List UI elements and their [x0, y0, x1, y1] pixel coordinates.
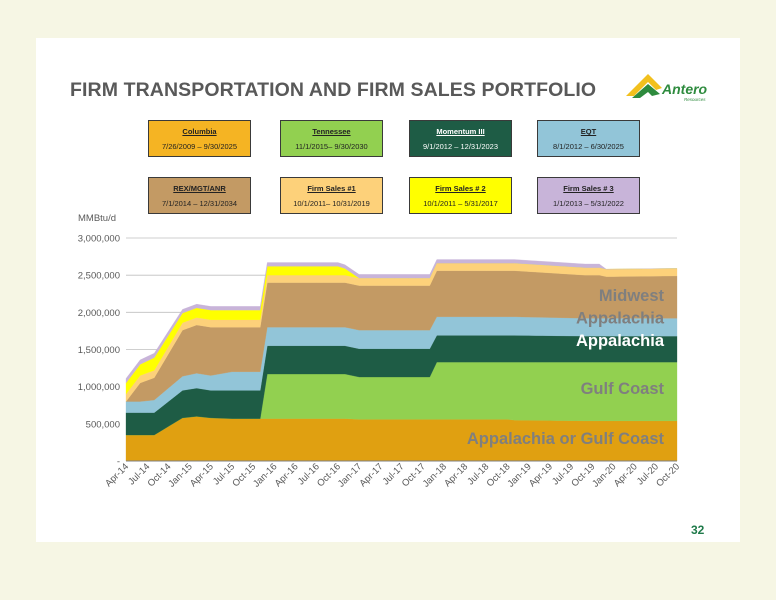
x-tick-label: Jan-15 [166, 461, 194, 489]
y-tick-label: 1,500,000 [78, 345, 120, 356]
contract-name: REX/MGT/ANR [173, 184, 226, 193]
contract-name: Columbia [182, 127, 217, 136]
y-tick-label: - [117, 457, 120, 468]
contract-box: Momentum III 9/1/2012 – 12/31/2023 [409, 120, 512, 157]
y-tick-label: 3,000,000 [78, 234, 120, 245]
contract-dates: 8/1/2012 – 6/30/2025 [553, 142, 624, 151]
contract-name: EQT [580, 127, 597, 136]
contract-dates: 11/1/2015– 9/30/2030 [295, 142, 368, 151]
y-tick-label: 1,000,000 [78, 382, 120, 393]
contract-dates: 10/1/2011 – 5/31/2017 [423, 199, 498, 208]
contract-name: Firm Sales # 3 [563, 184, 614, 193]
contract-dates: 7/26/2009 – 9/30/2025 [161, 142, 238, 151]
region-label: Appalachia [576, 332, 665, 350]
page-number: 32 [691, 523, 705, 537]
contract-name: Firm Sales #1 [307, 184, 356, 193]
x-tick-label: Apr-15 [188, 461, 216, 489]
y-tick-label: 500,000 [86, 419, 120, 430]
x-tick-label: Jan-19 [505, 461, 533, 489]
x-tick-label: Apr-19 [527, 461, 555, 489]
contract-name: Firm Sales # 2 [435, 184, 486, 193]
y-axis-label: MMBtu/d [78, 213, 116, 224]
region-label: Appalachia or Gulf Coast [467, 430, 665, 448]
contract-dates: 10/1/2011– 10/31/2019 [293, 199, 370, 208]
y-tick-label: 2,500,000 [78, 271, 120, 282]
contract-name: Tennessee [312, 127, 351, 136]
x-tick-label: Jan-20 [590, 461, 618, 489]
contract-box: Firm Sales #1 10/1/2011– 10/31/2019 [280, 177, 383, 214]
region-label: Gulf Coast [581, 380, 665, 398]
x-tick-label: Apr-20 [612, 461, 640, 489]
logo-wordmark: Antero [661, 81, 708, 97]
x-tick-label: Apr-18 [442, 461, 470, 489]
contract-dates: 1/1/2013 – 5/31/2022 [553, 199, 624, 208]
logo-mountain-green [632, 84, 660, 98]
x-tick-label: Jan-16 [251, 461, 279, 489]
contract-box: Columbia 7/26/2009 – 9/30/2025 [148, 120, 251, 157]
contract-box: Firm Sales # 2 10/1/2011 – 5/31/2017 [409, 177, 512, 214]
region-label: Midwest [599, 287, 665, 305]
area-layer [125, 259, 678, 384]
region-label: Appalachia [576, 309, 665, 327]
x-tick-label: Oct-20 [654, 461, 682, 489]
contract-box: REX/MGT/ANR 7/1/2014 – 12/31/2034 [148, 177, 251, 214]
x-tick-label: Apr-16 [273, 461, 301, 489]
x-tick-label: Jan-18 [421, 461, 449, 489]
x-tick-label: Jan-17 [336, 461, 364, 489]
y-tick-label: 2,000,000 [78, 308, 120, 319]
contract-dates: 7/1/2014 – 12/31/2034 [161, 199, 238, 208]
contract-name: Momentum III [436, 127, 485, 136]
page-title: FIRM TRANSPORTATION AND FIRM SALES PORTF… [70, 79, 597, 101]
antero-logo: Antero Resources [626, 74, 708, 102]
x-tick-label: Apr-17 [357, 461, 385, 489]
contract-box: EQT 8/1/2012 – 6/30/2025 [537, 120, 640, 157]
contract-dates: 9/1/2012 – 12/31/2023 [422, 142, 499, 151]
contract-box: Tennessee 11/1/2015– 9/30/2030 [280, 120, 383, 157]
contract-box: Firm Sales # 3 1/1/2013 – 5/31/2022 [537, 177, 640, 214]
logo-mountain-yellow [626, 74, 662, 96]
logo-subtext: Resources [684, 97, 706, 102]
